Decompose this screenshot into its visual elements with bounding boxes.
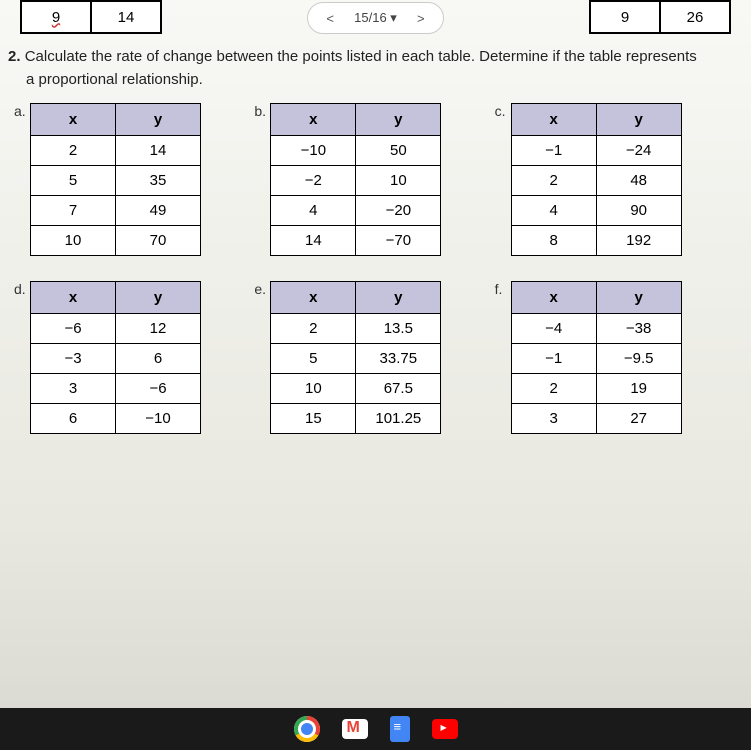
table-cell: 2: [511, 166, 596, 196]
top-left-cell-2: 14: [91, 1, 161, 33]
table-c-block: c. xy −1−24 248 490 8192: [511, 103, 721, 256]
table-d-block: d. xy −612 −36 3−6 6−10: [30, 281, 240, 434]
table-cell: 14: [116, 136, 201, 166]
table-cell: 2: [511, 374, 596, 404]
table-e-block: e. xy 213.5 533.75 1067.5 15101.25: [270, 281, 480, 434]
table-cell: 12: [116, 314, 201, 344]
gmail-icon[interactable]: [342, 719, 368, 739]
table-cell: 3: [511, 404, 596, 434]
table-cell: −9.5: [596, 344, 681, 374]
table-cell: 5: [271, 344, 356, 374]
page-indicator[interactable]: 15/16 ▾: [342, 10, 409, 26]
table-cell: −38: [596, 314, 681, 344]
table-b-label: b.: [254, 103, 266, 119]
question-text: 2. Calculate the rate of change between …: [0, 34, 751, 99]
table-cell: 50: [356, 136, 441, 166]
top-right-table: 9 26: [589, 0, 731, 34]
table-cell: −2: [271, 166, 356, 196]
table-header-x: x: [511, 104, 596, 136]
table-header-y: y: [116, 104, 201, 136]
question-number: 2.: [8, 48, 21, 65]
table-header-y: y: [356, 104, 441, 136]
table-cell: −20: [356, 196, 441, 226]
top-right-cell-1: 9: [590, 1, 660, 33]
table-cell: 14: [271, 226, 356, 256]
table-d: xy −612 −36 3−6 6−10: [30, 281, 201, 434]
table-header-x: x: [31, 104, 116, 136]
table-cell: 10: [31, 226, 116, 256]
top-left-cell-1: 9: [21, 1, 91, 33]
table-cell: 4: [271, 196, 356, 226]
table-header-y: y: [116, 282, 201, 314]
table-cell: 67.5: [356, 374, 441, 404]
table-header-x: x: [31, 282, 116, 314]
top-right-cell-2: 26: [660, 1, 730, 33]
table-cell: −24: [596, 136, 681, 166]
prev-button[interactable]: <: [318, 8, 342, 28]
table-cell: 27: [596, 404, 681, 434]
table-cell: 13.5: [356, 314, 441, 344]
table-cell: 5: [31, 166, 116, 196]
question-line-2: a proportional relationship.: [8, 71, 203, 88]
table-cell: −4: [511, 314, 596, 344]
table-cell: −1: [511, 136, 596, 166]
table-cell: −3: [31, 344, 116, 374]
table-cell: 49: [116, 196, 201, 226]
table-cell: −10: [271, 136, 356, 166]
table-a-label: a.: [14, 103, 26, 119]
table-cell: 6: [116, 344, 201, 374]
top-left-table: 9 14: [20, 0, 162, 34]
table-header-y: y: [356, 282, 441, 314]
tables-grid: a. xy 214 535 749 1070 b. xy −1050 −210 …: [0, 99, 751, 438]
question-line-1: Calculate the rate of change between the…: [25, 48, 697, 65]
table-header-y: y: [596, 282, 681, 314]
table-cell: 33.75: [356, 344, 441, 374]
table-f-label: f.: [495, 281, 503, 297]
table-cell: 48: [596, 166, 681, 196]
table-a-block: a. xy 214 535 749 1070: [30, 103, 240, 256]
table-cell: 2: [271, 314, 356, 344]
table-cell: −6: [116, 374, 201, 404]
table-cell: 10: [356, 166, 441, 196]
table-d-label: d.: [14, 281, 26, 297]
table-cell: 90: [596, 196, 681, 226]
table-cell: 101.25: [356, 404, 441, 434]
table-cell: 192: [596, 226, 681, 256]
table-cell: 8: [511, 226, 596, 256]
table-cell: 4: [511, 196, 596, 226]
table-header-x: x: [511, 282, 596, 314]
table-cell: 15: [271, 404, 356, 434]
table-header-x: x: [271, 282, 356, 314]
docs-icon[interactable]: [390, 716, 410, 742]
table-header-x: x: [271, 104, 356, 136]
table-f: xy −4−38 −1−9.5 219 327: [511, 281, 682, 434]
table-cell: 7: [31, 196, 116, 226]
page-nav: < 15/16 ▾ >: [307, 2, 444, 34]
table-cell: 35: [116, 166, 201, 196]
top-row: 9 14 < 15/16 ▾ > 9 26: [0, 0, 751, 34]
table-c: xy −1−24 248 490 8192: [511, 103, 682, 256]
table-cell: 70: [116, 226, 201, 256]
table-cell: −1: [511, 344, 596, 374]
table-cell: −6: [31, 314, 116, 344]
table-cell: 19: [596, 374, 681, 404]
next-button[interactable]: >: [409, 8, 433, 28]
table-cell: −10: [116, 404, 201, 434]
table-b-block: b. xy −1050 −210 4−20 14−70: [270, 103, 480, 256]
table-cell: −70: [356, 226, 441, 256]
table-cell: 2: [31, 136, 116, 166]
table-b: xy −1050 −210 4−20 14−70: [270, 103, 441, 256]
table-cell: 10: [271, 374, 356, 404]
chrome-icon[interactable]: [294, 716, 320, 742]
table-e-label: e.: [254, 281, 266, 297]
table-header-y: y: [596, 104, 681, 136]
table-f-block: f. xy −4−38 −1−9.5 219 327: [511, 281, 721, 434]
table-a: xy 214 535 749 1070: [30, 103, 201, 256]
table-e: xy 213.5 533.75 1067.5 15101.25: [270, 281, 441, 434]
table-cell: 3: [31, 374, 116, 404]
youtube-icon[interactable]: [432, 719, 458, 739]
table-c-label: c.: [495, 103, 506, 119]
table-cell: 6: [31, 404, 116, 434]
taskbar: [0, 708, 751, 750]
